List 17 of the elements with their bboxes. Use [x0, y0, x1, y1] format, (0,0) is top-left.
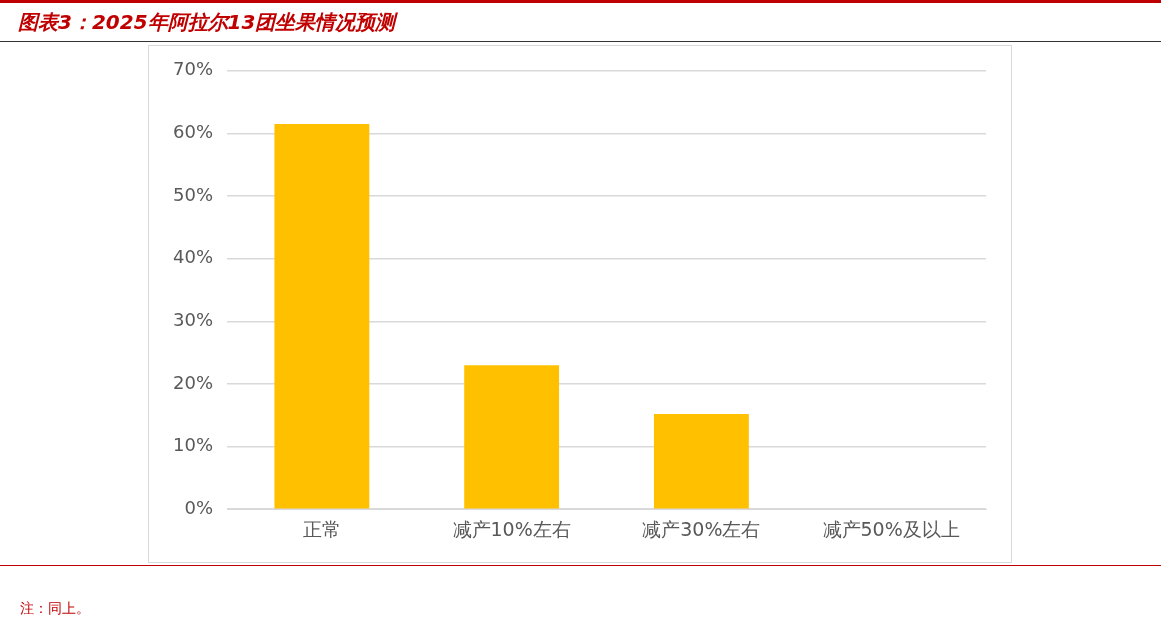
y-tick-label: 20%	[172, 371, 214, 393]
bar	[464, 365, 560, 509]
x-tick-label: 减产30%左右	[642, 517, 761, 540]
text: 注：同上。	[20, 600, 90, 618]
y-tick-label: 0%	[184, 496, 214, 518]
x-tick-label: 正常	[302, 517, 341, 540]
bar	[274, 124, 370, 509]
y-tick-label: 70%	[172, 58, 214, 80]
y-tick-label: 10%	[172, 434, 214, 456]
bar	[653, 414, 749, 509]
x-tick-label: 减产10%左右	[452, 517, 571, 540]
chart-title: 图表3：2025年阿拉尔13团坐果情况预测	[18, 9, 396, 36]
y-tick-label: 60%	[172, 121, 214, 143]
y-tick-label: 40%	[172, 246, 214, 268]
x-tick-label: 减产50%及以上	[822, 517, 960, 540]
y-tick-label: 50%	[172, 183, 214, 205]
y-tick-label: 30%	[172, 308, 214, 330]
